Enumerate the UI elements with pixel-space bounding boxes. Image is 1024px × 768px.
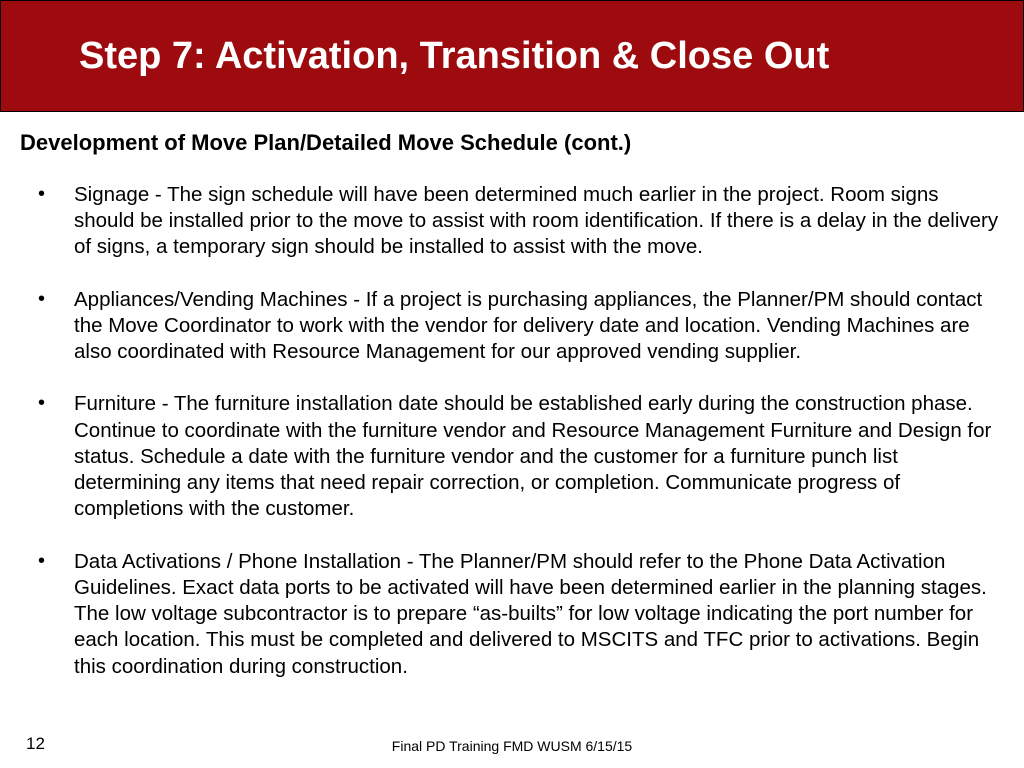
slide-subtitle: Development of Move Plan/Detailed Move S… xyxy=(20,130,1004,156)
slide-header: Step 7: Activation, Transition & Close O… xyxy=(0,0,1024,112)
bullet-item: Data Activations / Phone Installation - … xyxy=(38,549,1004,680)
bullet-item: Furniture - The furniture installation d… xyxy=(38,391,1004,522)
bullet-item: Appliances/Vending Machines - If a proje… xyxy=(38,287,1004,366)
footer-text: Final PD Training FMD WUSM 6/15/15 xyxy=(0,738,1024,754)
bullet-list: Signage - The sign schedule will have be… xyxy=(20,182,1004,680)
bullet-item: Signage - The sign schedule will have be… xyxy=(38,182,1004,261)
slide-content: Development of Move Plan/Detailed Move S… xyxy=(0,112,1024,680)
slide-title: Step 7: Activation, Transition & Close O… xyxy=(79,35,829,78)
